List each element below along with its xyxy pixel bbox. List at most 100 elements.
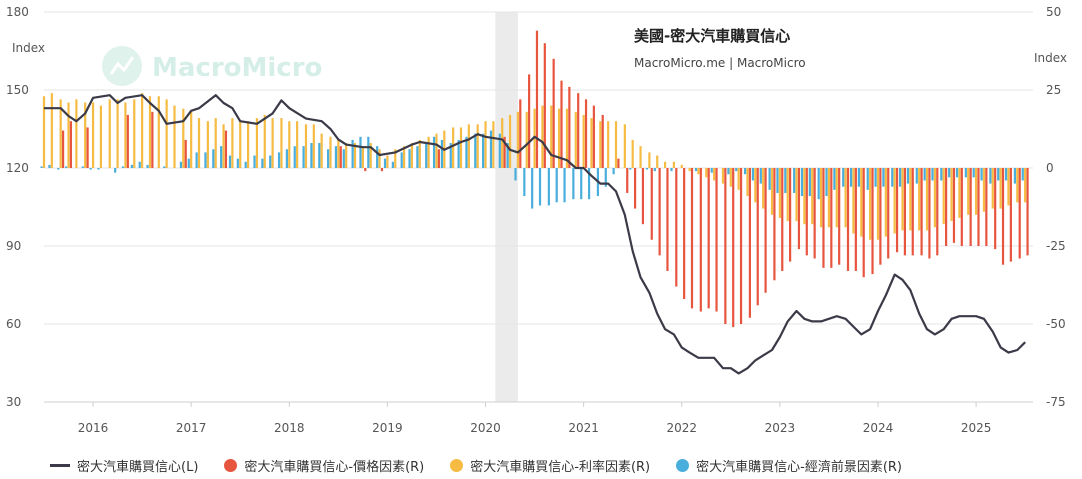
econ-bar: [81, 166, 84, 168]
legend-item-price[interactable]: 密大汽車購買信心-價格因素(R): [224, 456, 424, 475]
price-bar: [666, 168, 669, 271]
price-bar: [928, 168, 931, 259]
right-tick-label: -25: [1046, 239, 1066, 253]
price-bar: [699, 168, 702, 312]
rate-bar: [860, 168, 863, 237]
econ-bar: [793, 168, 796, 193]
rate-bar: [435, 133, 438, 168]
econ-bar: [940, 168, 943, 181]
legend-item-econ[interactable]: 密大汽車購買信心-經濟前景因素(R): [676, 456, 902, 475]
rate-bar: [729, 168, 732, 187]
rate-bar: [378, 149, 381, 168]
price-bar: [732, 168, 735, 328]
rate-bar: [999, 168, 1002, 209]
econ-bar: [629, 168, 632, 170]
rate-bar: [869, 168, 872, 240]
rate-bar: [770, 168, 774, 215]
rate-bar: [762, 168, 765, 209]
econ-bar: [964, 168, 967, 178]
price-bar: [822, 168, 825, 268]
econ-bar: [228, 155, 232, 168]
price-bar: [535, 30, 539, 168]
rate-bar: [508, 114, 512, 168]
chart-svg: MacroMicro 30 60 90 120 150 180 -75 -50 -25 0 25 5…: [6, 5, 1067, 435]
rate-bar: [819, 168, 823, 228]
bars-rate: [42, 93, 1027, 240]
econ-bar: [440, 139, 444, 168]
rate-bar: [190, 111, 193, 168]
legend-item-rate[interactable]: 密大汽車購買信心-利率因素(R): [450, 456, 650, 475]
rate-bar: [795, 168, 798, 222]
econ-bar: [351, 139, 354, 168]
econ-bar: [146, 164, 149, 168]
right-axis-label: Index: [1034, 51, 1067, 65]
econ-bar: [931, 168, 934, 181]
rate-bar: [663, 161, 667, 168]
rate-bar: [402, 146, 406, 168]
price-bar: [577, 93, 580, 168]
econ-bar: [980, 168, 983, 181]
econ-bar: [923, 168, 926, 181]
rate-bar: [1024, 168, 1027, 203]
watermark-icon-line: [109, 56, 135, 75]
econ-bar: [538, 168, 542, 206]
econ-bar: [694, 168, 698, 172]
rate-bar: [263, 114, 266, 168]
rate-bar: [672, 161, 675, 168]
x-tick-label: 2025: [961, 421, 992, 435]
price-bar: [977, 168, 980, 246]
rate-bar: [599, 121, 602, 168]
rate-bar: [320, 133, 323, 168]
econ-bar: [997, 168, 1000, 181]
x-tick-label: 2017: [176, 421, 207, 435]
econ-bar: [531, 168, 534, 209]
rate-bar: [116, 99, 119, 168]
econ-bar: [768, 168, 771, 190]
chart-title: 美國-密大汽車購買信心: [634, 27, 790, 45]
rate-bar: [835, 168, 838, 228]
rate-bar: [680, 164, 683, 168]
right-tick-label: 0: [1046, 161, 1054, 175]
rate-bar: [231, 118, 234, 168]
rate-bar: [280, 118, 283, 168]
econ-bar: [523, 168, 526, 197]
econ-bar: [310, 143, 313, 168]
legend-item-line[interactable]: 密大汽車購買信心(L): [50, 456, 198, 475]
rate-bar: [124, 102, 127, 168]
econ-bar: [572, 168, 575, 200]
rate-bar: [173, 105, 176, 168]
econ-bar: [948, 168, 951, 178]
econ-bar: [57, 168, 60, 170]
econ-bar: [989, 168, 992, 184]
watermark-logo: MacroMicro: [102, 46, 322, 86]
econ-bar: [342, 149, 345, 168]
price-bar: [69, 121, 73, 168]
price-bar: [658, 168, 661, 256]
price-bar: [617, 158, 620, 168]
rate-bar: [214, 118, 217, 168]
econ-bar: [261, 158, 264, 168]
rate-bar: [361, 146, 364, 168]
econ-bar: [653, 168, 656, 172]
watermark-text: MacroMicro: [152, 53, 322, 83]
price-bar: [887, 168, 890, 259]
price-bar: [1001, 168, 1005, 265]
econ-bar: [416, 146, 419, 168]
rate-bar: [141, 93, 144, 168]
price-bar: [61, 130, 65, 168]
econ-bar: [489, 130, 493, 168]
econ-bar: [367, 136, 370, 168]
econ-bar: [906, 168, 910, 184]
price-bar: [1018, 168, 1021, 259]
price-bar: [748, 168, 751, 318]
econ-bar: [400, 152, 403, 168]
rate-bar: [688, 168, 691, 172]
price-bar: [339, 146, 342, 168]
rate-bar: [967, 168, 970, 215]
econ-bar: [670, 168, 673, 172]
econ-bar: [1021, 168, 1024, 181]
left-tick-label: 90: [6, 239, 21, 253]
rate-bar: [467, 124, 470, 168]
legend-label-rate: 密大汽車購買信心-利率因素(R): [470, 460, 651, 475]
rate-bar: [197, 118, 201, 168]
